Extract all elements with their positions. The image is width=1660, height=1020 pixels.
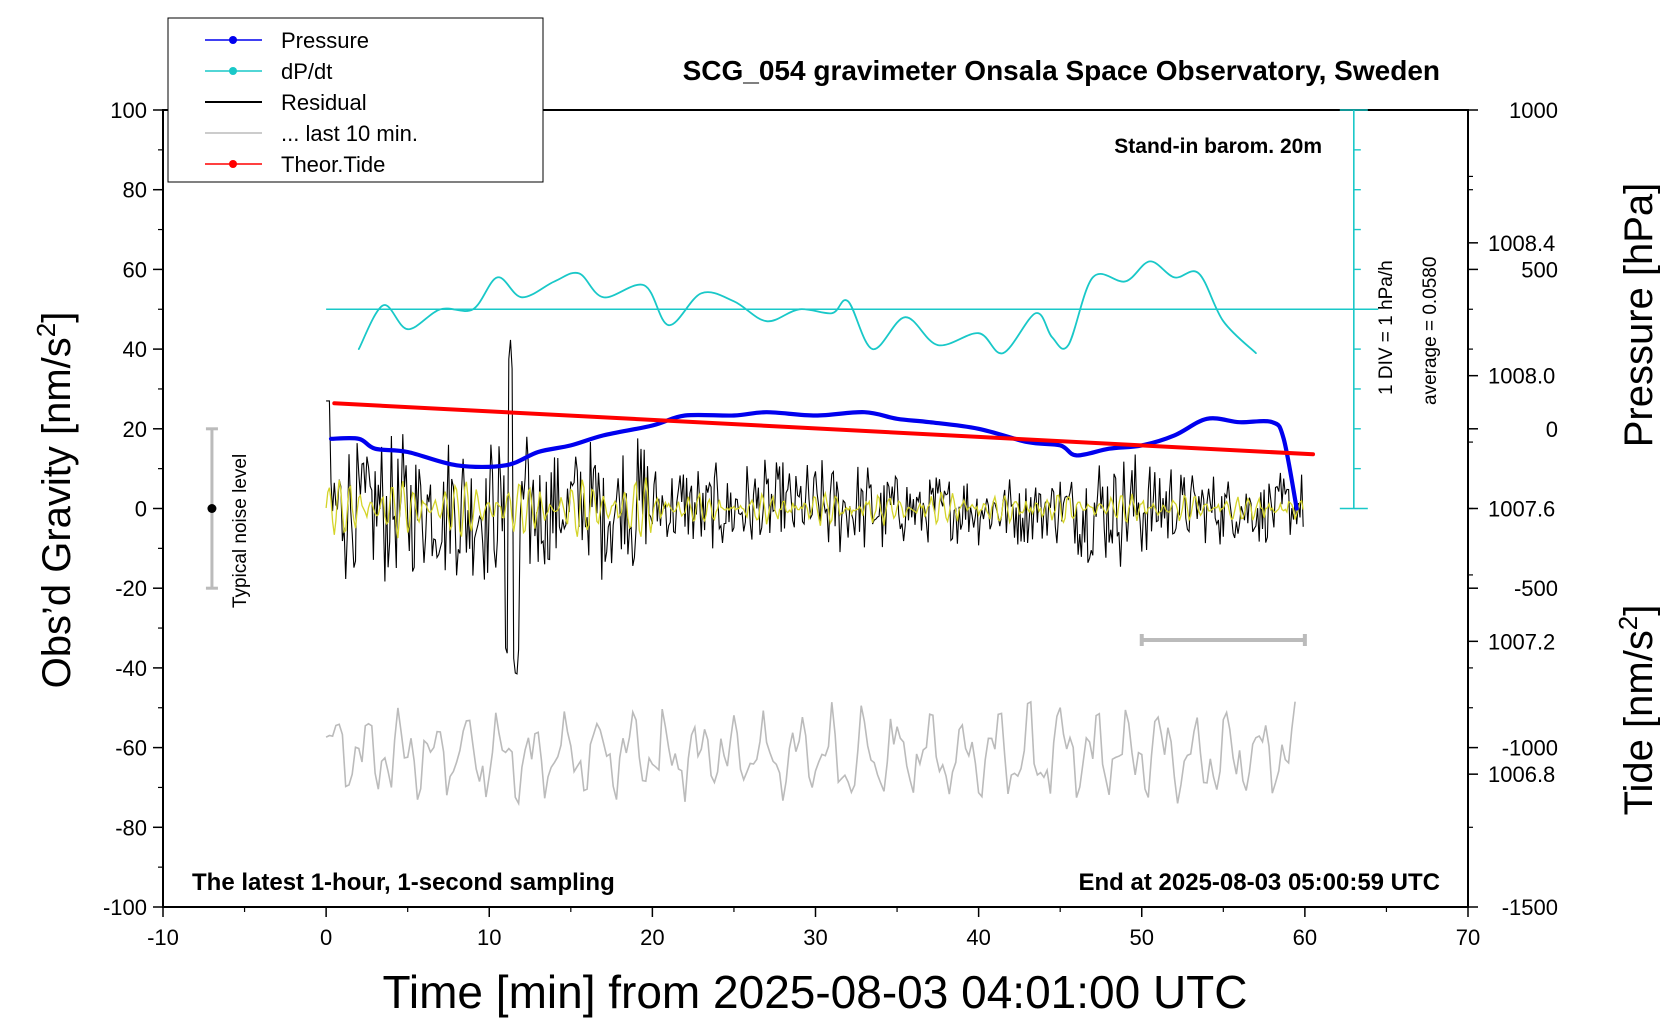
pressure-tick-label: 1007.6 (1488, 497, 1555, 522)
pressure-series (328, 410, 1299, 511)
x-tick-label: 50 (1130, 925, 1154, 950)
legend-marker (229, 67, 237, 75)
last-10-min-bar (1139, 634, 1307, 647)
gravity-tick-label: 80 (123, 178, 147, 203)
gravity-tick-label: -60 (115, 736, 147, 761)
tide-tick-label: 1000 (1509, 98, 1558, 123)
gravity-tick-label: 20 (123, 417, 147, 442)
gravity-axis-label: Obs’d Gravity [nm/s2] (31, 312, 79, 689)
noise-level-label: Typical noise level (230, 454, 251, 608)
x-tick-label: 40 (966, 925, 990, 950)
gravity-tick-label: 100 (110, 98, 147, 123)
legend-box (167, 17, 544, 183)
stand-in-annotation: Stand-in barom. 20m (1114, 135, 1322, 158)
x-tick-label: 70 (1456, 925, 1480, 950)
div-label: 1 DIV = 1 hPa/h (1376, 260, 1397, 395)
last-10-min-trace (325, 700, 1296, 807)
pressure-tick-label: 1007.2 (1488, 629, 1555, 654)
tide-axis-ticks: -1500 -1000 -500 0 500 1000 (1468, 98, 1558, 920)
gravity-tick-label: 40 (123, 337, 147, 362)
pressure-tick-label: 1006.8 (1488, 762, 1555, 787)
x-tick-label: 20 (640, 925, 664, 950)
x-tick-label: 30 (803, 925, 827, 950)
tide-tick-label: -500 (1514, 576, 1558, 601)
gravity-axis-label-main: Obs’d Gravity [nm/s (35, 337, 79, 688)
noise-level-bar (205, 427, 218, 590)
gravity-tick-label: -20 (115, 576, 147, 601)
x-axis-label: Time [min] from 2025-08-03 04:01:00 UTC (383, 966, 1248, 1018)
x-tick-label: -10 (147, 925, 179, 950)
tide-series (332, 401, 1316, 457)
dpdt-series (357, 260, 1257, 355)
gravity-tick-label: 0 (135, 497, 147, 522)
series-layer (325, 260, 1316, 807)
legend: Pressure dP/dt Residual ... last 10 min. The… (167, 17, 544, 183)
pressure-axis-ticks: 1006.8 1007.2 1007.6 1008.0 1008.4 (1468, 175, 1555, 787)
tide-tick-label: 500 (1521, 257, 1558, 282)
gravity-axis-ticks: -100 -80 -60 -40 -20 0 20 40 60 80 100 (103, 98, 163, 920)
tide-tick-label: -1500 (1502, 895, 1558, 920)
latest-annotation: The latest 1-hour, 1-second sampling (192, 869, 615, 896)
gravity-axis-label-end: ] (35, 312, 79, 323)
legend-marker (229, 36, 237, 44)
x-tick-label: 60 (1293, 925, 1317, 950)
legend-marker (229, 160, 237, 168)
chart-title: SCG_054 gravimeter Onsala Space Observat… (683, 55, 1440, 86)
tide-tick-label: 0 (1546, 417, 1558, 442)
legend-items: Pressure dP/dt Residual ... last 10 min. The… (205, 28, 418, 177)
legend-label: Residual (281, 90, 367, 115)
x-tick-label: 10 (477, 925, 501, 950)
legend-label: Theor.Tide (281, 152, 385, 177)
x-axis-ticks: -10 0 10 20 30 40 50 60 70 (147, 907, 1480, 950)
noise-bar-dot (207, 504, 217, 513)
pressure-axis-label: Pressure [hPa] (1617, 183, 1660, 448)
end-at-annotation: End at 2025-08-03 05:00:59 UTC (1079, 869, 1441, 896)
legend-label: dP/dt (281, 59, 332, 84)
gravity-tick-label: -80 (115, 815, 147, 840)
average-label: average = 0.0580 (1420, 257, 1441, 405)
residual-filtered-trace (325, 477, 1304, 539)
tide-tick-label: -1000 (1502, 736, 1558, 761)
pressure-tick-label: 1008.0 (1488, 364, 1555, 389)
legend-label: Pressure (281, 28, 369, 53)
tide-axis-label-sup: 2 (1613, 616, 1643, 630)
pressure-tick-label: 1008.4 (1488, 231, 1555, 256)
tide-axis-label-main: Tide [nm/s (1617, 630, 1660, 815)
gravity-axis-label-sup: 2 (31, 323, 61, 337)
residual-trace (326, 339, 1304, 675)
tide-axis-label-end: ] (1617, 605, 1660, 616)
x-tick-label: 0 (320, 925, 332, 950)
gravity-tick-label: -40 (115, 656, 147, 681)
gravity-tick-label: -100 (103, 895, 147, 920)
gravity-tick-label: 60 (123, 257, 147, 282)
legend-label: ... last 10 min. (281, 121, 418, 146)
tide-axis-label: Tide [nm/s2] (1613, 605, 1660, 816)
